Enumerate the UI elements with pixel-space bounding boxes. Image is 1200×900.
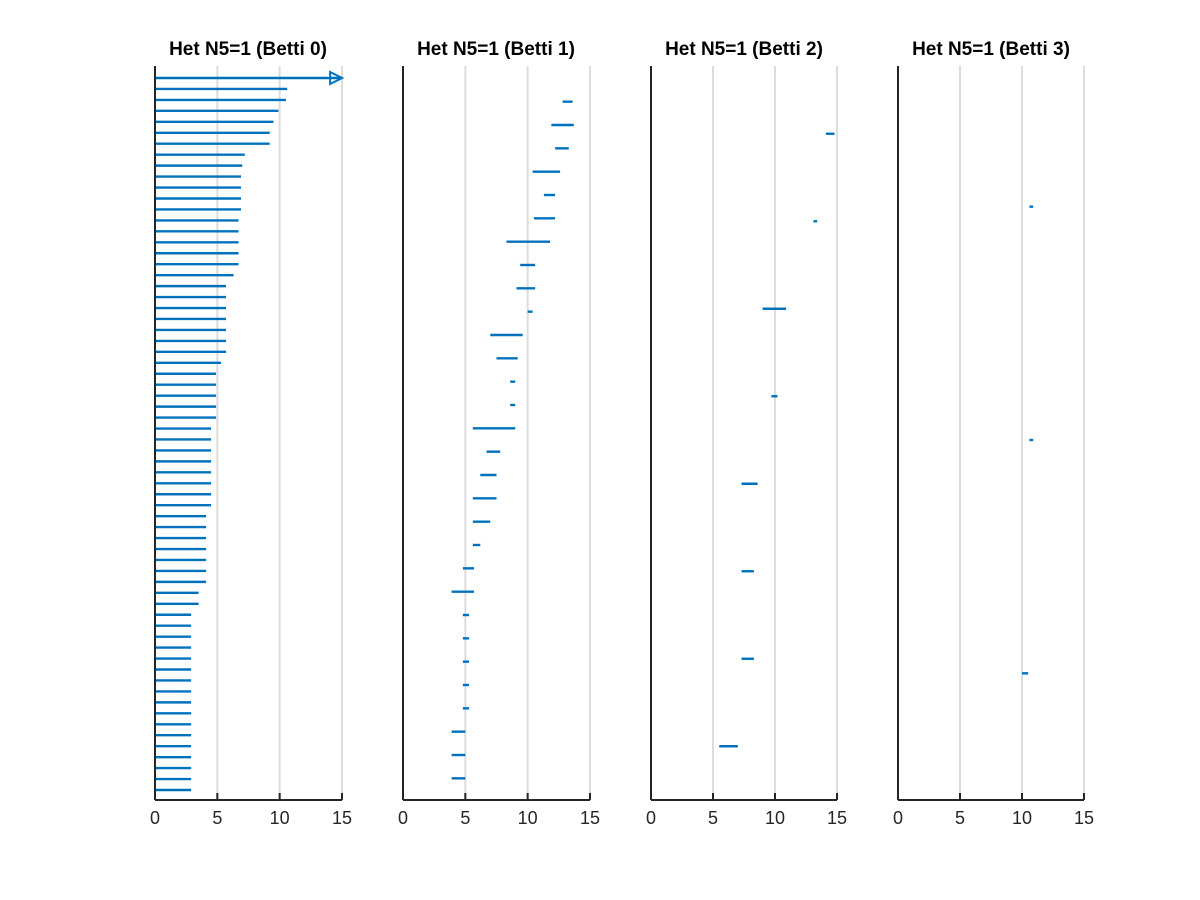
x-tick-label: 10 [518, 808, 538, 828]
panel-title: Het N5=1 (Betti 0) [169, 39, 327, 60]
panel-title: Het N5=1 (Betti 2) [665, 39, 823, 60]
x-tick-label: 10 [765, 808, 785, 828]
grid-lines [959, 66, 1085, 800]
bar-layer [451, 100, 574, 780]
x-tick-label: 5 [212, 808, 222, 828]
x-tick-layer: 0 5 10 15 [646, 793, 847, 828]
panel-betti-0: Het N5=1 (Betti 0) 0 5 10 15 [150, 39, 352, 828]
x-tick-label: 5 [460, 808, 470, 828]
x-tick-label: 0 [150, 808, 160, 828]
panel-betti-3: Het N5=1 (Betti 3) 0 5 10 15 [893, 39, 1094, 828]
x-tick-layer: 0 5 10 15 [893, 793, 1094, 828]
x-tick-label: 15 [580, 808, 600, 828]
x-tick-layer: 0 5 10 15 [150, 793, 352, 828]
panel-betti-1: Het N5=1 (Betti 1) 0 5 10 15 [398, 39, 600, 828]
panel-title: Het N5=1 (Betti 1) [417, 39, 575, 60]
bar-layer [1022, 205, 1034, 675]
x-tick-label: 0 [893, 808, 903, 828]
x-tick-label: 5 [708, 808, 718, 828]
bar-layer [155, 70, 345, 792]
grid-lines [464, 66, 591, 800]
x-tick-label: 15 [1074, 808, 1094, 828]
x-tick-label: 0 [398, 808, 408, 828]
infinity-arrow-icon [329, 70, 345, 86]
x-tick-layer: 0 5 10 15 [398, 793, 600, 828]
panel-betti-2: Het N5=1 (Betti 2) 0 5 10 15 [646, 39, 847, 828]
grid-lines [712, 66, 838, 800]
x-tick-label: 15 [827, 808, 847, 828]
panel-title: Het N5=1 (Betti 3) [912, 39, 1070, 60]
x-tick-label: 10 [1012, 808, 1032, 828]
x-tick-label: 10 [270, 808, 290, 828]
x-tick-label: 0 [646, 808, 656, 828]
bar-layer [719, 132, 835, 748]
x-tick-label: 15 [332, 808, 352, 828]
x-tick-label: 5 [955, 808, 965, 828]
